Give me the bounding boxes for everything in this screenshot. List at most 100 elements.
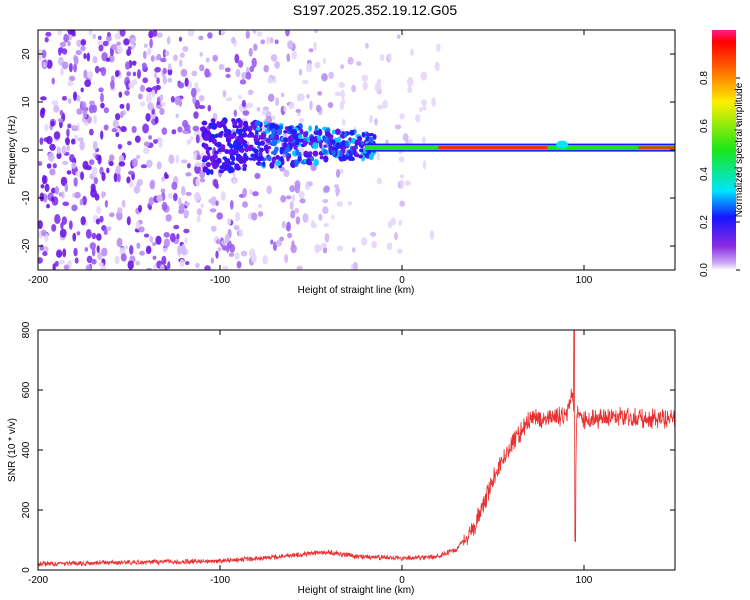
spectrogram-blob (267, 93, 275, 102)
spectrogram-blob (67, 80, 74, 87)
spectrogram-blob (50, 120, 55, 127)
spectrogram-blob (59, 41, 67, 48)
spectrogram-blob (161, 255, 167, 266)
snr-series-line (38, 330, 675, 567)
spectrogram-blob (76, 39, 82, 48)
spectrogram-core-blob (215, 157, 222, 164)
spectrogram-blob (306, 93, 310, 99)
spectrogram-blob (193, 150, 197, 161)
spectrogram-blob (62, 248, 67, 258)
spectrogram-blob (71, 162, 77, 169)
spectrogram-core-blob (282, 137, 289, 143)
spectrogram-blob (256, 31, 263, 37)
spectrogram-blob (66, 128, 70, 138)
spectrogram-blob (218, 63, 225, 70)
spectrogram-blob (280, 92, 285, 98)
spectrogram-blob (286, 53, 291, 62)
spectrogram-blob (178, 208, 185, 215)
spectrogram-blob (179, 59, 183, 68)
spectrogram-blob (242, 110, 250, 116)
spectrogram-core-blob (234, 163, 240, 171)
spectrogram-blob (103, 228, 108, 235)
spectrogram-blob (275, 97, 280, 106)
spectrogram-blob (287, 232, 293, 239)
spectrogram-blob (399, 113, 405, 120)
x-tick-label: 100 (576, 275, 593, 286)
spectrogram-core-blob (235, 128, 240, 134)
spectrogram-blob (194, 99, 200, 110)
spectrogram-blob (429, 230, 435, 240)
spectrogram-core-blob (232, 120, 238, 126)
spectrogram-blob (110, 80, 115, 90)
spectrogram-blob (39, 244, 44, 251)
spectrogram-blob (53, 104, 60, 113)
spectrogram-core-blob (351, 146, 357, 151)
spectrogram-blob (180, 186, 186, 196)
spectrogram-blob (302, 79, 309, 85)
spectrogram-blob (159, 94, 164, 102)
spectrogram-core-blob (205, 169, 211, 176)
spectrogram-blob (415, 114, 421, 123)
spectrogram-core-blob (274, 124, 279, 129)
spectrogram-blob (114, 113, 121, 121)
spectrogram-core-blob (276, 128, 283, 136)
spectrogram-blob (126, 71, 132, 77)
spectrogram-blob (313, 30, 318, 34)
spectrogram-core-blob (225, 137, 232, 143)
spectrogram-blob (320, 242, 327, 248)
spectrogram-blob (245, 30, 251, 40)
spectrogram-blob (60, 222, 64, 230)
spectrogram-blob (159, 107, 165, 116)
spectrogram-core-blob (242, 157, 247, 164)
spectrogram-blob (94, 65, 100, 74)
spectrogram-blob (182, 45, 189, 53)
spectrogram-blob (67, 30, 74, 35)
spectrogram-blob (233, 109, 237, 117)
spectrogram-blob (75, 49, 82, 56)
spectrogram-blob (156, 77, 160, 85)
spectrogram-blob (200, 203, 204, 209)
spectrogram-blob (152, 139, 159, 144)
spectrogram-blob (135, 154, 141, 160)
spectrogram-blob (89, 242, 96, 250)
snr-y-label: SNR (10 * v/v) (7, 418, 18, 482)
spectrogram-blob (73, 247, 78, 257)
spectrogram-blob (43, 246, 49, 253)
spectrogram-blob (61, 48, 68, 55)
y-tick-label: 800 (21, 321, 32, 338)
spectrogram-blob (396, 34, 401, 40)
spectrogram-blob (116, 211, 123, 221)
spectrogram-blob (90, 183, 96, 193)
spectrogram-blob (84, 247, 89, 252)
spectrogram-blob (66, 170, 72, 175)
spectrogram-core-blob (229, 166, 234, 173)
spectrogram-core-blob (302, 140, 308, 147)
spectrogram-blob (241, 99, 246, 108)
spectrogram-blob (175, 154, 180, 164)
spectrogram-blob (88, 104, 95, 114)
spectrogram-blob (365, 42, 369, 49)
page-title: S197.2025.352.19.12.G05 (292, 2, 458, 18)
spectrogram-blob (274, 61, 281, 69)
spectrogram-blob (236, 260, 242, 269)
spectrogram-blob (270, 53, 278, 62)
spectrogram-blob (196, 208, 203, 216)
spectrogram-core-blob (203, 143, 209, 150)
spectrogram-blob (159, 264, 165, 270)
spectrogram-blob (238, 229, 244, 238)
spectrogram-core-blob (248, 125, 253, 132)
spectrogram-blob (97, 251, 103, 261)
spectrogram-blob (52, 163, 57, 169)
spectrogram-core-blob (319, 155, 324, 160)
spectrogram-blob (167, 77, 173, 83)
spectrogram-blob (146, 159, 153, 168)
spectrogram-blob (79, 198, 84, 206)
spectrogram-blob (295, 108, 302, 114)
spectrogram-blob (347, 56, 354, 65)
spectrogram-blob (81, 101, 87, 109)
spectrogram-blob (194, 161, 202, 167)
spectrogram-blob (397, 248, 403, 255)
spectrogram-blob (83, 69, 88, 79)
spectrogram-blob (91, 258, 97, 265)
spectrogram-blob (41, 174, 47, 185)
